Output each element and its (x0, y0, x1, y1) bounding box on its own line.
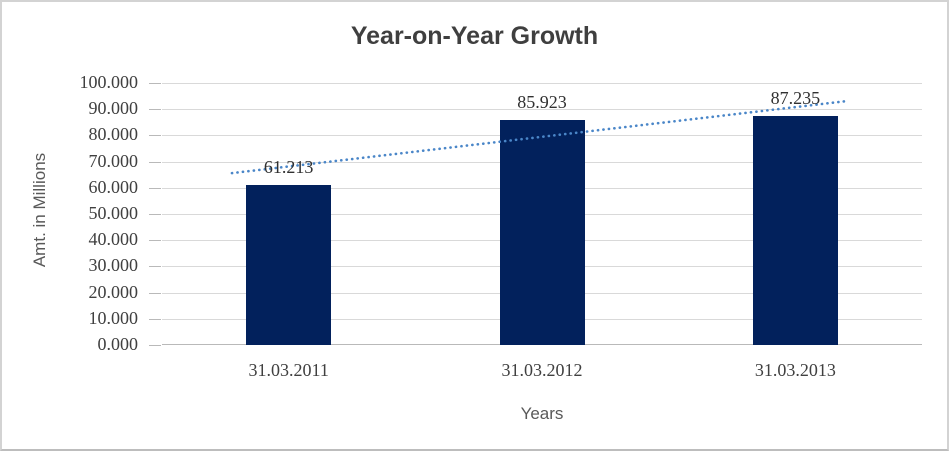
y-tick-label: 90.000 (88, 98, 139, 119)
y-tick-mark (149, 109, 161, 111)
y-tick-mark (149, 214, 161, 215)
y-tick-mark (149, 161, 161, 163)
y-tick-label: 70.000 (88, 150, 139, 171)
y-tick-mark (149, 318, 161, 320)
x-axis-title: Years (520, 404, 564, 423)
y-tick-label: 0.000 (97, 334, 139, 354)
bar-data-label: 87.235 (770, 88, 821, 109)
bar (246, 184, 332, 345)
gridline (162, 83, 922, 84)
trendline (230, 99, 849, 175)
gridline (162, 109, 922, 111)
y-tick-label: 100.000 (79, 72, 139, 92)
y-tick-label: 50.000 (88, 203, 139, 223)
chart-title: Year-on-Year Growth (350, 22, 599, 50)
y-tick-mark (149, 266, 161, 268)
y-tick-mark (149, 345, 161, 346)
y-tick-label: 10.000 (88, 307, 139, 328)
y-tick-mark (149, 292, 161, 294)
y-tick-label: 30.000 (88, 255, 139, 276)
bar-data-label: 85.923 (517, 91, 567, 112)
y-tick-label: 40.000 (88, 229, 139, 250)
y-tick-mark (149, 187, 161, 189)
x-tick-label: 31.03.2011 (248, 360, 329, 380)
x-tick-label: 31.03.2013 (754, 360, 836, 380)
y-tick-label: 80.000 (88, 124, 139, 145)
bar (499, 119, 585, 345)
bar-data-label: 61.213 (263, 156, 314, 177)
y-tick-label: 20.000 (88, 281, 139, 302)
x-tick-label: 31.03.2012 (501, 360, 583, 380)
y-tick-mark (149, 135, 161, 137)
y-tick-label: 60.000 (88, 176, 139, 197)
plot-area: 61.213 85.923 87.235 (162, 83, 922, 345)
y-tick-mark (149, 240, 161, 242)
bar (752, 116, 838, 345)
y-tick-mark (149, 83, 161, 84)
